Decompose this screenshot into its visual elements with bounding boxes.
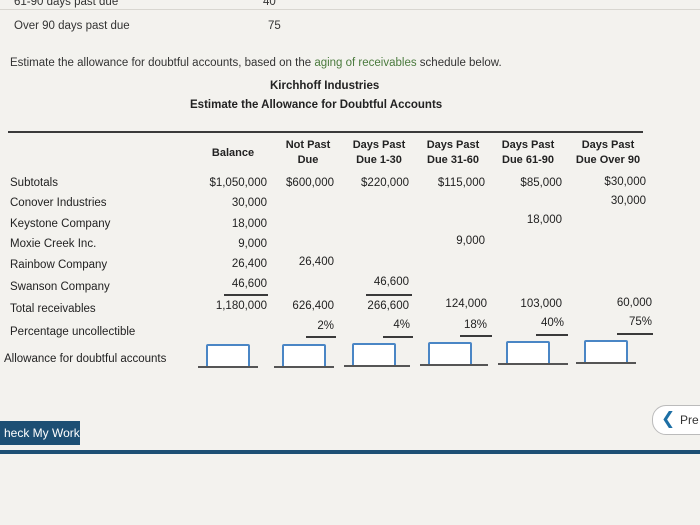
company-name: Kirchhoff Industries xyxy=(270,80,380,92)
cell-swanson-balance: 46,600 xyxy=(231,278,267,290)
header-61-90: Days Past Due 61-90 xyxy=(491,138,565,168)
header-line-2: Due 31-60 xyxy=(427,154,479,166)
instruction-text: Estimate the allowance for doubtful acco… xyxy=(10,57,502,69)
double-rule-not-past xyxy=(274,366,334,368)
pct-rule-not-past xyxy=(306,336,336,338)
double-rule-61-90 xyxy=(498,363,568,365)
table-title: Estimate the Allowance for Doubtful Acco… xyxy=(190,99,443,111)
allowance-label: Allowance for doubtful accounts xyxy=(4,353,167,365)
double-rule-1-30 xyxy=(344,365,410,367)
cell-subtotal-not-past: $600,000 xyxy=(286,177,334,189)
cell-pct-61-90: 40% xyxy=(540,317,564,329)
pct-rule-31-60 xyxy=(460,335,492,337)
header-line-2: Due 1-30 xyxy=(356,154,402,166)
cell-moxie-31-60: 9,000 xyxy=(456,235,485,247)
cell-subtotal-61-90: $85,000 xyxy=(520,177,562,189)
total-rule-balance xyxy=(224,294,268,296)
check-my-work-button[interactable]: heck My Work xyxy=(0,421,80,445)
header-over-90: Days Past Due Over 90 xyxy=(566,138,650,168)
row-label-61-90: 61-90 days past due xyxy=(14,0,119,8)
cell-swanson-1-30: 46,600 xyxy=(373,276,409,288)
cell-keystone-61-90: 18,000 xyxy=(526,214,562,226)
header-31-60: Days Past Due 31-60 xyxy=(416,138,490,168)
row-label-moxie: Moxie Creek Inc. xyxy=(10,238,97,250)
double-rule-balance xyxy=(198,366,258,368)
cell-subtotal-balance: $1,050,000 xyxy=(209,177,267,189)
row-label-rainbow: Rainbow Company xyxy=(10,259,108,271)
header-line-1: Days Past xyxy=(352,139,406,151)
cell-moxie-balance: 9,000 xyxy=(238,238,267,250)
divider xyxy=(0,9,700,10)
cell-total-31-60: 124,000 xyxy=(445,298,487,310)
allowance-input-balance[interactable] xyxy=(206,344,250,368)
cell-conover-balance: 30,000 xyxy=(231,197,267,209)
row-label-total: Total receivables xyxy=(10,303,96,315)
table-top-rule xyxy=(8,131,643,133)
cell-rainbow-balance: 26,400 xyxy=(231,258,267,270)
row-label-conover: Conover Industries xyxy=(10,197,107,209)
row-value-over-90: 75 xyxy=(268,20,281,32)
cell-total-balance: 1,180,000 xyxy=(215,300,267,312)
row-label-swanson: Swanson Company xyxy=(10,281,110,293)
prev-button[interactable]: ❮ Pre xyxy=(652,405,700,435)
cell-pct-1-30: 4% xyxy=(393,319,410,331)
pct-rule-61-90 xyxy=(536,334,568,336)
cell-rainbow-not-past: 26,400 xyxy=(298,256,334,268)
allowance-input-31-60[interactable] xyxy=(428,342,472,366)
allowance-input-1-30[interactable] xyxy=(352,343,396,367)
cell-subtotal-over-90: $30,000 xyxy=(604,176,646,188)
row-label-keystone: Keystone Company xyxy=(10,218,111,230)
allowance-input-not-past[interactable] xyxy=(282,344,326,368)
header-not-past-due: Not Past Due xyxy=(272,138,344,168)
header-balance: Balance xyxy=(200,146,266,161)
header-1-30: Days Past Due 1-30 xyxy=(344,138,414,168)
allowance-input-61-90[interactable] xyxy=(506,341,550,365)
cell-pct-over-90: 75% xyxy=(628,316,652,328)
header-line-1: Days Past xyxy=(581,139,635,151)
header-line-2: Due Over 90 xyxy=(575,154,641,166)
prev-button-label: Pre xyxy=(680,413,699,427)
allowance-input-over-90[interactable] xyxy=(584,340,628,364)
footer-bar xyxy=(0,450,700,454)
row-value-61-90: 40 xyxy=(263,0,276,8)
cell-total-over-90: 60,000 xyxy=(616,297,652,309)
header-line-2: Due 61-90 xyxy=(502,154,554,166)
total-rule-1-30 xyxy=(366,294,412,296)
row-label-percentage: Percentage uncollectible xyxy=(10,326,136,338)
cell-pct-not-past: 2% xyxy=(317,320,334,332)
header-line-1: Days Past xyxy=(426,139,480,151)
instruction-after: schedule below. xyxy=(416,57,502,69)
cell-subtotal-31-60: $115,000 xyxy=(437,177,485,189)
double-rule-31-60 xyxy=(420,364,488,366)
cell-conover-over-90: 30,000 xyxy=(610,195,646,207)
instruction-before: Estimate the allowance for doubtful acco… xyxy=(10,57,315,69)
cell-subtotal-1-30: $220,000 xyxy=(361,177,409,189)
aging-of-receivables-link[interactable]: aging of receivables xyxy=(314,57,417,69)
header-balance-text: Balance xyxy=(211,147,255,159)
header-line-1: Not Past xyxy=(285,139,331,151)
pct-rule-over-90 xyxy=(617,333,653,335)
header-line-2: Due xyxy=(297,154,319,166)
header-line-1: Days Past xyxy=(501,139,555,151)
chevron-left-icon: ❮ xyxy=(661,409,676,428)
row-label-over-90: Over 90 days past due xyxy=(14,20,130,32)
cell-total-61-90: 103,000 xyxy=(520,298,562,310)
pct-rule-1-30 xyxy=(383,336,413,338)
cell-pct-31-60: 18% xyxy=(463,319,487,331)
cell-keystone-balance: 18,000 xyxy=(231,218,267,230)
cell-total-not-past: 626,400 xyxy=(292,300,334,312)
double-rule-over-90 xyxy=(576,362,636,364)
cell-total-1-30: 266,600 xyxy=(367,300,409,312)
row-label-subtotals: Subtotals xyxy=(10,177,58,189)
